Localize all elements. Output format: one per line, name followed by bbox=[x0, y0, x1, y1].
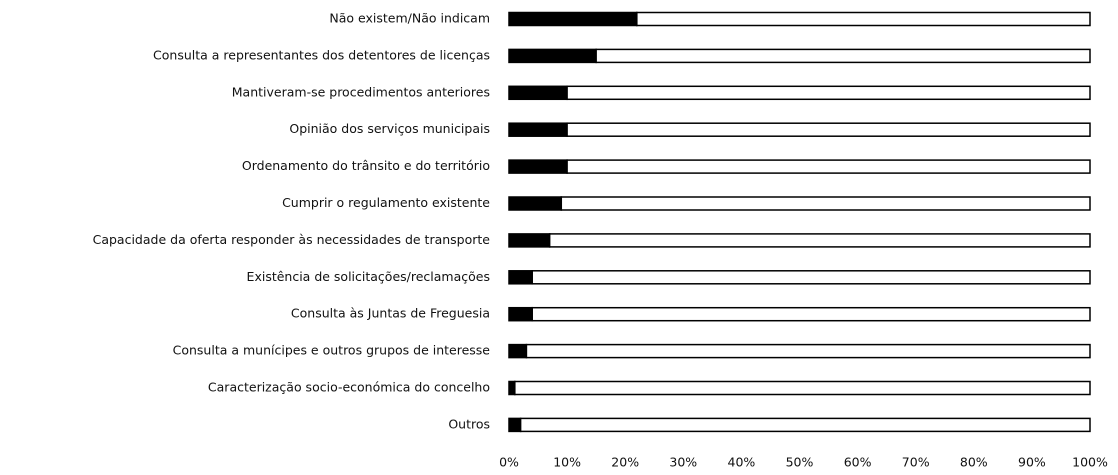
bar-segment bbox=[508, 196, 563, 211]
y-tick-label: Mantiveram-se procedimentos anteriores bbox=[232, 84, 490, 99]
y-tick-label: Outros bbox=[448, 416, 490, 431]
y-tick-label: Consulta a munícipes e outros grupos de … bbox=[173, 343, 491, 358]
x-tick-label: 50% bbox=[786, 455, 814, 470]
bar-segment bbox=[508, 159, 568, 174]
bar-segment bbox=[508, 306, 533, 322]
x-tick-label: 70% bbox=[902, 455, 930, 470]
y-tick-label: Caracterização socio-económica do concel… bbox=[208, 380, 490, 395]
x-tick-label: 0% bbox=[499, 455, 519, 470]
y-tick-label: Cumprir o regulamento existente bbox=[282, 195, 490, 210]
bar-segment bbox=[566, 159, 1091, 174]
bar-segment bbox=[531, 306, 1091, 322]
bar-segment bbox=[566, 122, 1091, 137]
y-tick-label: Consulta às Juntas de Freguesia bbox=[291, 306, 490, 321]
bar-segment bbox=[514, 380, 1091, 396]
bar-segment bbox=[508, 85, 568, 101]
bar-segment bbox=[508, 122, 568, 137]
bar-segment bbox=[508, 48, 597, 64]
bar-segment bbox=[508, 343, 528, 359]
x-tick-label: 40% bbox=[728, 455, 756, 470]
x-tick-label: 10% bbox=[553, 455, 581, 470]
y-tick-label: Ordenamento do trânsito e do território bbox=[242, 158, 490, 173]
bar-segment bbox=[636, 11, 1091, 27]
x-tick-label: 60% bbox=[844, 455, 872, 470]
x-tick-label: 80% bbox=[960, 455, 988, 470]
y-tick-label: Não existem/Não indicam bbox=[329, 11, 490, 26]
bar-segment bbox=[566, 85, 1091, 101]
bar-segment bbox=[508, 270, 533, 285]
bar-segment bbox=[548, 233, 1091, 248]
bar-segment bbox=[531, 270, 1091, 285]
x-tick-label: 20% bbox=[611, 455, 639, 470]
x-tick-label: 30% bbox=[669, 455, 697, 470]
y-tick-label: Consulta a representantes dos detentores… bbox=[153, 47, 490, 62]
bar-segment bbox=[519, 417, 1091, 433]
bar-segment bbox=[508, 380, 516, 396]
bar-segment bbox=[560, 196, 1091, 211]
bar-segment bbox=[508, 417, 522, 433]
x-tick-label: 100% bbox=[1072, 455, 1108, 470]
y-tick-label: Capacidade da oferta responder às necess… bbox=[93, 232, 491, 247]
bar-segment bbox=[525, 343, 1091, 359]
bar-segment bbox=[508, 11, 638, 27]
x-tick-label: 90% bbox=[1018, 455, 1046, 470]
bar-segment bbox=[595, 48, 1091, 64]
bar-segment bbox=[508, 233, 551, 248]
y-tick-label: Existência de solicitações/reclamações bbox=[247, 269, 490, 284]
y-tick-label: Opinião dos serviços municipais bbox=[289, 121, 490, 136]
